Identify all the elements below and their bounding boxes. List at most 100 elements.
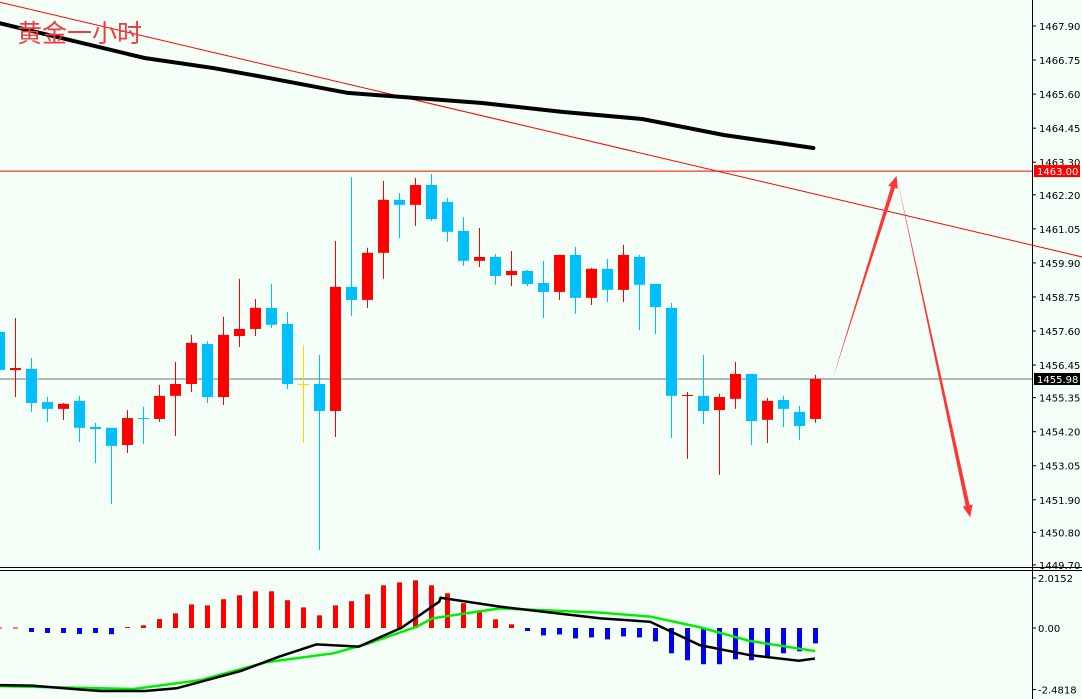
candle-body bbox=[762, 400, 773, 420]
candle-body bbox=[170, 384, 181, 396]
candle-body bbox=[410, 185, 421, 205]
candle-body bbox=[426, 185, 437, 220]
macd-histogram-bar bbox=[221, 599, 226, 628]
candle-body bbox=[570, 254, 581, 298]
price-badge bbox=[1034, 165, 1080, 178]
candle-body bbox=[538, 283, 549, 292]
y-tick-label: 1455.35 bbox=[1039, 394, 1080, 405]
macd-histogram-bar bbox=[189, 604, 194, 628]
macd-histogram-bar bbox=[509, 624, 514, 628]
candle-body bbox=[666, 307, 677, 396]
macd-histogram-bar bbox=[573, 628, 578, 639]
y-tick-label: 1456.45 bbox=[1039, 361, 1080, 372]
macd-histogram-bar bbox=[317, 615, 322, 628]
price-badge bbox=[1034, 372, 1080, 385]
macd-histogram-bar bbox=[413, 580, 418, 628]
candle-body bbox=[0, 331, 5, 371]
y-tick-label: 1461.05 bbox=[1039, 225, 1080, 236]
macd-histogram-bar bbox=[45, 628, 50, 633]
y-tick-label: 1466.75 bbox=[1039, 56, 1080, 67]
macd-histogram-bar bbox=[637, 628, 642, 638]
macd-histogram-bar bbox=[109, 628, 114, 635]
macd-histogram-bar bbox=[77, 628, 82, 634]
candle-body bbox=[362, 252, 373, 300]
macd-histogram-bar bbox=[397, 582, 402, 628]
macd-histogram-bar bbox=[333, 605, 338, 628]
macd-histogram-bar bbox=[13, 627, 18, 629]
candle-body bbox=[346, 286, 357, 300]
price-badge-label: 1455.98 bbox=[1037, 375, 1078, 386]
macd-histogram-bar bbox=[589, 628, 594, 638]
candle-body bbox=[298, 384, 309, 386]
macd-histogram-bar bbox=[445, 593, 450, 628]
candle-body bbox=[746, 373, 757, 422]
macd-histogram-bar bbox=[301, 607, 306, 628]
candle-body bbox=[618, 254, 629, 290]
candle-body bbox=[778, 400, 789, 409]
macd-histogram-bar bbox=[717, 628, 722, 665]
trendline bbox=[0, 1, 1082, 258]
macd-histogram-bar bbox=[157, 619, 162, 628]
macd-histogram-bar bbox=[29, 628, 34, 632]
macd-histogram-bar bbox=[749, 628, 754, 661]
forecast-arrow bbox=[832, 175, 898, 379]
macd-line bbox=[0, 596, 816, 693]
macd-histogram-bar bbox=[365, 594, 370, 628]
candle-body bbox=[10, 368, 21, 371]
forecast-arrow bbox=[896, 175, 973, 518]
macd-histogram-bar bbox=[253, 591, 258, 628]
candle-body bbox=[154, 395, 165, 419]
candle-body bbox=[202, 344, 213, 398]
macd-histogram-bar bbox=[669, 628, 674, 654]
candle-body bbox=[314, 384, 325, 411]
candle-body bbox=[714, 397, 725, 411]
price-badge-label: 1463.00 bbox=[1037, 167, 1078, 178]
macd-histogram-bar bbox=[461, 603, 466, 628]
candle-body bbox=[586, 268, 597, 298]
macd-histogram-bar bbox=[493, 619, 498, 628]
candle-body bbox=[698, 395, 709, 411]
candle-body bbox=[794, 411, 805, 427]
candle-body bbox=[234, 328, 245, 337]
chart-title: 黄金一小时 bbox=[17, 19, 143, 48]
candle-body bbox=[186, 342, 197, 385]
y-tick-label: 1459.90 bbox=[1039, 259, 1080, 270]
macd-histogram-bar bbox=[61, 628, 66, 633]
macd-histogram-bar bbox=[93, 628, 98, 633]
macd-histogram-bar bbox=[813, 628, 818, 644]
candle-body bbox=[474, 256, 485, 261]
y-tick-label: 1454.20 bbox=[1039, 428, 1080, 439]
macd-histogram-bar bbox=[765, 628, 770, 657]
candle-body bbox=[682, 394, 693, 396]
macd-signal-line bbox=[0, 607, 816, 691]
macd-histogram-bar bbox=[797, 628, 802, 652]
macd-histogram-bar bbox=[0, 627, 2, 629]
candle-body bbox=[330, 286, 341, 411]
price-axis bbox=[1032, 0, 1082, 699]
candle-body bbox=[442, 201, 453, 232]
candle-body bbox=[554, 254, 565, 292]
macd-histogram-bar bbox=[477, 610, 482, 628]
macd-histogram-bar bbox=[781, 628, 786, 654]
candle-body bbox=[394, 199, 405, 205]
y-tick-label: 1465.60 bbox=[1039, 90, 1080, 101]
y-tick-label: 1453.05 bbox=[1039, 462, 1080, 473]
y-tick-label: 1449.70 bbox=[1039, 561, 1080, 572]
candle-body bbox=[138, 418, 149, 420]
macd-y-tick-label: 2.0152 bbox=[1038, 574, 1073, 585]
candle-body bbox=[58, 403, 69, 409]
macd-histogram-bar bbox=[653, 628, 658, 642]
macd-histogram-bar bbox=[621, 628, 626, 637]
macd-histogram-bar bbox=[685, 628, 690, 661]
candle-body bbox=[650, 283, 661, 308]
candle-body bbox=[490, 256, 501, 276]
macd-histogram-bar bbox=[205, 605, 210, 628]
macd-histogram-bar bbox=[173, 613, 178, 628]
moving-average-line bbox=[0, 21, 816, 151]
macd-histogram-bar bbox=[125, 627, 130, 629]
candle-body bbox=[26, 368, 37, 403]
candle-body bbox=[250, 307, 261, 329]
candle-body bbox=[282, 323, 293, 385]
candle-body bbox=[378, 199, 389, 253]
